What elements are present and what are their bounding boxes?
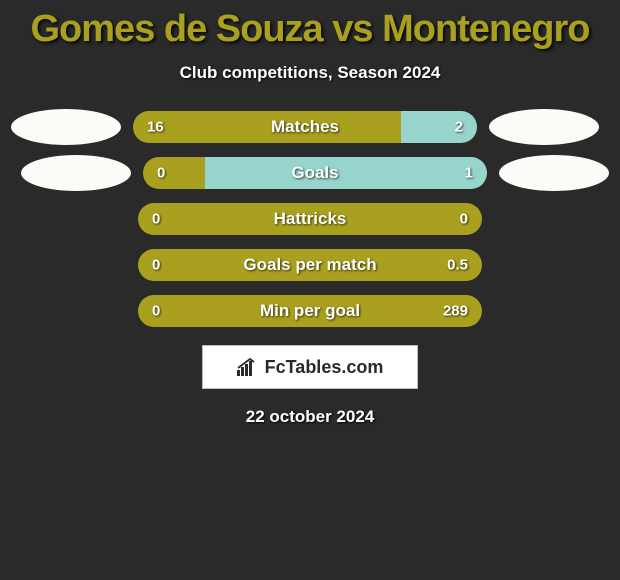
bar-segment-player1 bbox=[143, 157, 205, 189]
stat-value-player2: 2 bbox=[455, 119, 463, 136]
comparison-row: 0 Goals per match 0.5 bbox=[0, 249, 620, 281]
stat-value-player1: 16 bbox=[147, 119, 164, 136]
stat-bar: 0 Goals 1 bbox=[143, 157, 487, 189]
stat-value-player2: 1 bbox=[465, 165, 473, 182]
bar-segment-player2 bbox=[205, 157, 487, 189]
player1-ellipse bbox=[11, 109, 121, 145]
stat-value-player2: 289 bbox=[443, 303, 468, 320]
stat-label: Goals bbox=[291, 163, 338, 183]
stat-value-player2: 0 bbox=[460, 211, 468, 228]
comparison-row: 0 Hattricks 0 bbox=[0, 203, 620, 235]
stat-value-player1: 0 bbox=[152, 303, 160, 320]
page-title: Gomes de Souza vs Montenegro bbox=[0, 0, 620, 51]
player2-ellipse bbox=[489, 109, 599, 145]
stat-bar: 16 Matches 2 bbox=[133, 111, 477, 143]
stat-label: Hattricks bbox=[274, 209, 347, 229]
page-subtitle: Club competitions, Season 2024 bbox=[0, 63, 620, 83]
stat-label: Min per goal bbox=[260, 301, 360, 321]
comparison-row: 16 Matches 2 bbox=[0, 111, 620, 143]
stat-bar: 0 Min per goal 289 bbox=[138, 295, 482, 327]
bar-segment-player2 bbox=[401, 111, 477, 143]
date-label: 22 october 2024 bbox=[0, 407, 620, 427]
stat-value-player1: 0 bbox=[152, 211, 160, 228]
logo-box: FcTables.com bbox=[202, 345, 418, 389]
player1-ellipse bbox=[21, 155, 131, 191]
stat-bar: 0 Hattricks 0 bbox=[138, 203, 482, 235]
stat-label: Goals per match bbox=[243, 255, 376, 275]
chart-icon bbox=[237, 358, 259, 376]
comparison-rows: 16 Matches 2 0 Goals 1 0 Hattricks 0 0 Goals per m… bbox=[0, 111, 620, 327]
bar-segment-player1 bbox=[133, 111, 401, 143]
stat-bar: 0 Goals per match 0.5 bbox=[138, 249, 482, 281]
stat-value-player2: 0.5 bbox=[447, 257, 468, 274]
logo: FcTables.com bbox=[237, 357, 384, 378]
logo-text: FcTables.com bbox=[265, 357, 384, 378]
comparison-row: 0 Goals 1 bbox=[0, 157, 620, 189]
stat-label: Matches bbox=[271, 117, 339, 137]
stat-value-player1: 0 bbox=[157, 165, 165, 182]
player2-ellipse bbox=[499, 155, 609, 191]
comparison-row: 0 Min per goal 289 bbox=[0, 295, 620, 327]
stat-value-player1: 0 bbox=[152, 257, 160, 274]
